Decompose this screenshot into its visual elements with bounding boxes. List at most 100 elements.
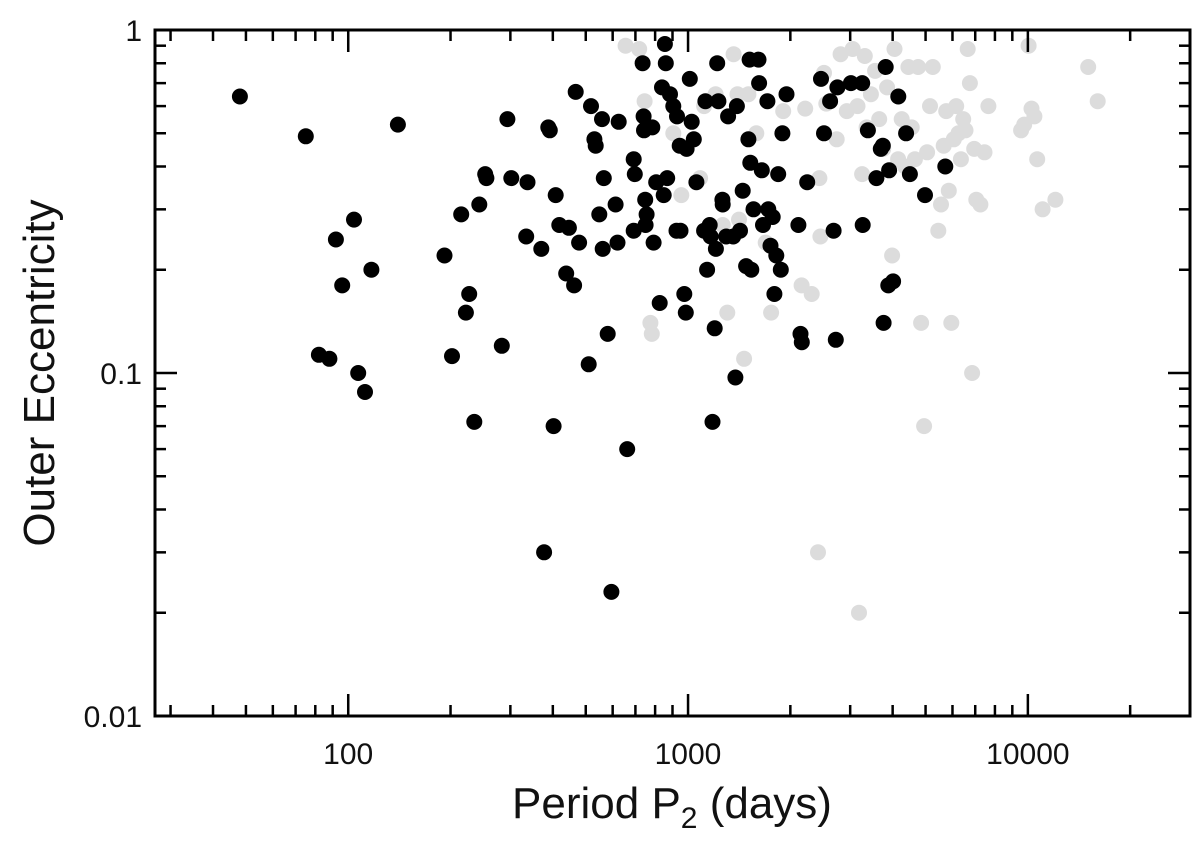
data-point bbox=[859, 122, 876, 139]
data-point bbox=[778, 86, 795, 103]
data-point bbox=[619, 441, 636, 458]
data-point bbox=[665, 125, 682, 142]
data-point bbox=[645, 234, 662, 251]
data-point bbox=[710, 93, 727, 110]
data-point bbox=[952, 151, 969, 168]
data-point bbox=[854, 75, 871, 92]
data-point bbox=[707, 240, 724, 257]
data-point bbox=[856, 48, 873, 64]
data-point bbox=[890, 88, 907, 105]
data-point bbox=[844, 41, 861, 57]
data-point bbox=[519, 174, 536, 191]
data-point bbox=[702, 228, 719, 245]
data-point bbox=[625, 151, 642, 168]
data-point bbox=[913, 314, 930, 331]
x-tick-label: 1000 bbox=[655, 738, 722, 771]
data-point bbox=[759, 93, 776, 110]
y-tick-label: 0.1 bbox=[100, 358, 142, 391]
y-tick-label: 1 bbox=[125, 15, 142, 48]
data-point bbox=[1080, 59, 1097, 75]
data-point bbox=[644, 119, 661, 136]
data-point bbox=[740, 131, 757, 148]
data-point bbox=[591, 206, 608, 223]
data-point bbox=[350, 365, 367, 381]
y-tick-labels: 0.01 0.1 1 bbox=[84, 15, 142, 734]
data-point bbox=[728, 98, 745, 115]
data-point bbox=[906, 151, 923, 168]
data-point bbox=[901, 166, 918, 183]
data-point bbox=[875, 314, 892, 331]
data-point bbox=[466, 413, 483, 430]
data-point bbox=[659, 170, 676, 187]
data-point bbox=[734, 182, 751, 199]
data-point bbox=[634, 55, 651, 72]
data-point bbox=[774, 125, 791, 142]
data-point bbox=[886, 41, 903, 57]
data-point bbox=[697, 93, 714, 110]
data-point bbox=[768, 247, 785, 264]
data-point bbox=[976, 144, 993, 161]
data-point bbox=[643, 325, 660, 342]
data-point bbox=[727, 369, 744, 386]
data-point bbox=[617, 37, 634, 54]
data-point bbox=[626, 166, 643, 183]
data-point bbox=[812, 228, 829, 245]
data-point bbox=[854, 217, 871, 233]
y-axis-title: Outer Eccentricity bbox=[15, 199, 64, 546]
x-tick-labels: 100 1000 10000 bbox=[323, 738, 1069, 771]
data-point bbox=[930, 222, 947, 239]
data-point bbox=[580, 356, 597, 373]
data-point bbox=[587, 137, 604, 154]
data-point bbox=[885, 273, 902, 290]
data-point bbox=[499, 111, 516, 128]
data-point bbox=[677, 304, 694, 321]
data-point bbox=[751, 75, 768, 92]
data-point bbox=[688, 174, 705, 191]
data-point bbox=[706, 320, 723, 337]
data-point bbox=[357, 384, 373, 400]
data-point bbox=[933, 196, 949, 213]
data-point bbox=[683, 113, 700, 130]
data-point bbox=[829, 79, 846, 96]
data-point bbox=[560, 219, 577, 236]
data-point bbox=[881, 162, 898, 179]
data-point bbox=[599, 325, 616, 342]
data-point bbox=[676, 286, 693, 302]
data-point bbox=[775, 103, 792, 120]
data-point bbox=[594, 240, 611, 257]
data-point bbox=[567, 83, 584, 100]
data-point bbox=[231, 88, 248, 105]
data-point bbox=[714, 196, 731, 213]
data-point bbox=[672, 222, 689, 239]
data-point bbox=[595, 170, 612, 187]
series-black-points bbox=[231, 36, 954, 600]
data-point bbox=[740, 86, 757, 103]
data-point bbox=[980, 98, 997, 115]
axis-ticks bbox=[155, 28, 1192, 718]
data-point bbox=[638, 206, 655, 223]
data-point bbox=[334, 277, 351, 294]
series-grey-points bbox=[617, 37, 1106, 621]
data-point bbox=[725, 46, 742, 63]
data-point bbox=[732, 222, 748, 239]
data-point bbox=[743, 261, 760, 278]
data-point bbox=[541, 122, 558, 139]
y-tick-label: 0.01 bbox=[84, 701, 142, 734]
data-point bbox=[635, 108, 652, 125]
data-point bbox=[813, 70, 829, 87]
data-point bbox=[874, 137, 891, 154]
data-point bbox=[699, 261, 716, 278]
data-point bbox=[790, 217, 807, 233]
data-point bbox=[453, 206, 470, 223]
data-point bbox=[704, 413, 721, 430]
data-point bbox=[916, 418, 933, 435]
data-point bbox=[745, 201, 762, 218]
data-point bbox=[793, 334, 810, 351]
data-point bbox=[709, 55, 726, 72]
data-point bbox=[919, 144, 936, 161]
data-point bbox=[937, 158, 954, 175]
data-point bbox=[799, 174, 816, 191]
data-point bbox=[656, 36, 673, 52]
data-point bbox=[651, 295, 668, 311]
data-point bbox=[571, 234, 588, 251]
